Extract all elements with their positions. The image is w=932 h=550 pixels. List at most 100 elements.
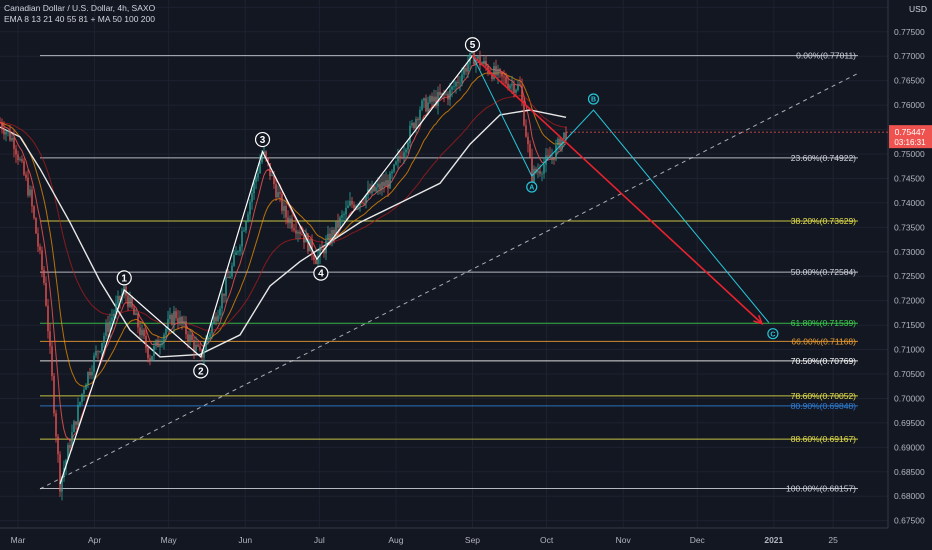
candle-body (423, 98, 425, 101)
elliott-wave-drawing[interactable]: 1 2 3 4 5 A B C (59, 37, 779, 485)
time-tick-label: Aug (388, 535, 403, 545)
wave-label-circle (464, 37, 481, 53)
time-tick-label: 25 (828, 535, 838, 545)
candle-body (109, 321, 111, 332)
candle-body (155, 340, 157, 347)
candle-body (57, 436, 59, 455)
price-tick-label: 0.74000 (894, 198, 925, 208)
dashed-trendline (39, 72, 859, 490)
candle-body (81, 393, 83, 402)
candle-body (521, 85, 523, 101)
wave-label-circle (193, 363, 209, 379)
price-tick-label: 0.70500 (894, 369, 925, 379)
candle-body (551, 157, 553, 159)
candle-body (369, 189, 371, 194)
candle-body (229, 276, 231, 279)
candle-body (29, 189, 31, 196)
candle-body (177, 318, 179, 324)
fib-level-label: 0.00%(0.77011) (796, 51, 856, 61)
trend-line[interactable] (39, 72, 859, 490)
price-tick-label: 0.77500 (894, 27, 925, 37)
candle-body (557, 138, 559, 146)
candle-body (489, 72, 491, 74)
candle-body (85, 384, 87, 390)
candle-body (295, 230, 297, 234)
candle-body (279, 192, 281, 194)
candle-body (389, 173, 391, 189)
candle-body (53, 375, 55, 414)
candle-body (563, 132, 565, 139)
candle-body (21, 159, 23, 162)
candle-body (541, 173, 543, 175)
candle-body (207, 336, 209, 341)
fib-level-label: 100.00%(0.68157) (786, 484, 856, 494)
candle-body (447, 93, 449, 100)
candle-body (151, 356, 153, 361)
last-price-value: 0.75447 (895, 127, 926, 137)
price-tick-label: 0.69500 (894, 418, 925, 428)
candle-body (517, 84, 519, 90)
time-tick-label: May (161, 535, 178, 545)
slow-moving-average-line (0, 109, 567, 358)
candle-body (193, 340, 195, 351)
price-tick-label: 0.68000 (894, 491, 925, 501)
time-tick-label: Sep (465, 535, 480, 545)
fibonacci-retracement[interactable]: 0.00%(0.77011) 23.60%(0.74922) 38.20%(0.73… (40, 51, 858, 494)
candle-body (143, 329, 145, 337)
candle-body (103, 335, 105, 343)
candle-body (503, 76, 505, 78)
candle-body (281, 193, 283, 211)
candle-body (235, 252, 237, 255)
chart-legend: Canadian Dollar / U.S. Dollar, 4h, SAXO … (4, 3, 155, 25)
candle-body (253, 182, 255, 194)
candle-body (349, 200, 351, 206)
wave-label-circle (767, 328, 779, 340)
candle-body (505, 77, 507, 84)
candle-body (287, 217, 289, 224)
candle-body (381, 181, 383, 190)
candle-body (315, 260, 317, 264)
candle-body (11, 138, 13, 141)
indicator-list[interactable]: EMA 8 13 21 40 55 81 + MA 50 100 200 (4, 14, 155, 24)
candle-body (461, 74, 463, 83)
price-tick-label: 0.71500 (894, 320, 925, 330)
candle-body (119, 295, 121, 301)
candle-body (543, 164, 545, 174)
candle-body (5, 131, 7, 135)
chart-grid (0, 0, 888, 528)
wave-label-text: 5 (470, 40, 476, 51)
candle-body (37, 233, 39, 247)
candle-body (9, 130, 11, 141)
candle-body (187, 334, 189, 341)
candle-body (47, 305, 49, 332)
candle-body (409, 125, 411, 143)
candle-body (527, 136, 529, 145)
fib-level-label: 66.00%(0.71168) (791, 336, 856, 346)
price-tick-label: 0.73500 (894, 222, 925, 232)
candle-body (319, 247, 321, 257)
impulse-wave-path (59, 55, 473, 485)
candle-body (7, 130, 9, 132)
time-tick-label: Jun (238, 535, 252, 545)
candle-body (209, 333, 211, 337)
candle-body (169, 314, 171, 320)
candle-body (429, 96, 431, 103)
candle-body (269, 163, 271, 177)
wave-label-text: A (529, 185, 534, 192)
price-tick-label: 0.76000 (894, 100, 925, 110)
candle-body (205, 340, 207, 351)
candle-body (455, 81, 457, 87)
candle-body (399, 155, 401, 157)
currency-label: USD (909, 4, 927, 14)
candle-body (425, 98, 427, 112)
symbol-title[interactable]: Canadian Dollar / U.S. Dollar, 4h, SAXO (4, 3, 156, 13)
candle-body (213, 316, 215, 324)
projection-arrows[interactable] (471, 55, 764, 325)
wave-label-text: 1 (121, 273, 127, 284)
candle-body (499, 68, 501, 72)
candle-body (127, 295, 129, 307)
candle-body (189, 334, 191, 341)
candle-body (133, 307, 135, 315)
